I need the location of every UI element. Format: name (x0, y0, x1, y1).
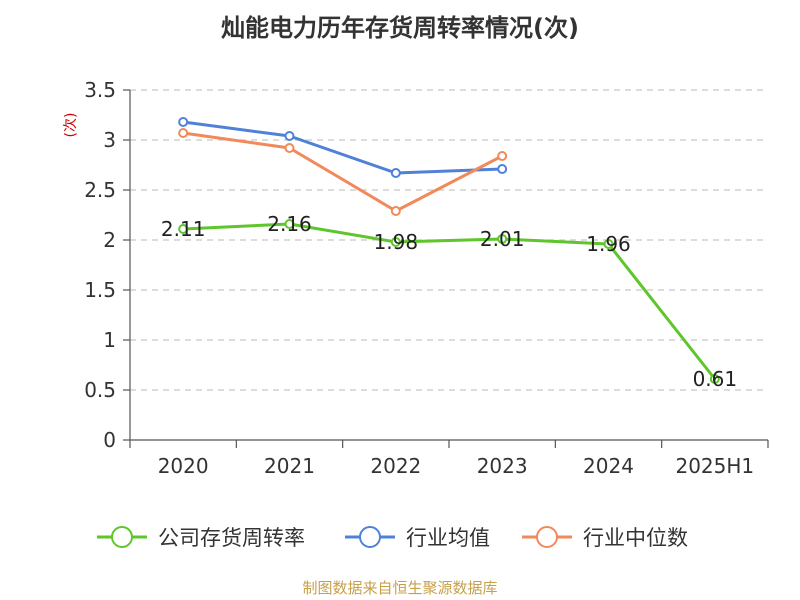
legend: 公司存货周转率 行业均值 行业中位数 (97, 526, 688, 550)
y-tick-label: 0.5 (84, 378, 116, 402)
legend-label: 行业中位数 (583, 526, 688, 550)
data-point (178, 128, 189, 138)
data-point (497, 164, 508, 174)
data-point (284, 219, 295, 229)
legend-label: 行业均值 (406, 526, 490, 550)
legend-marker (536, 526, 558, 548)
data-point (390, 237, 401, 247)
y-tick-label: 2.5 (84, 178, 116, 202)
y-tick-label: 1 (103, 328, 116, 352)
y-tick-label: 3.5 (84, 78, 116, 102)
legend-marker (359, 526, 381, 548)
data-point (497, 151, 508, 161)
y-tick-label: 0 (103, 428, 116, 452)
series-line-0 (183, 222, 717, 380)
data-point (284, 131, 295, 141)
data-label: 1.96 (586, 232, 631, 256)
data-point (390, 206, 401, 216)
y-tick-label: 3 (103, 128, 116, 152)
axes: 0 0.5 1 1.5 2 2.5 3 3.5 2020 2021 2022 2023 2024 2025… (84, 78, 769, 478)
y-tick-label: 2 (103, 228, 116, 252)
x-tick-label: 2025H1 (675, 454, 754, 478)
data-point (709, 374, 720, 384)
legend-marker (111, 526, 133, 548)
series (178, 117, 720, 384)
x-tick-label: 2020 (158, 454, 209, 478)
x-tick-label: 2023 (477, 454, 528, 478)
x-tick-label: 2024 (583, 454, 634, 478)
data-labels: 2.11 2.16 1.98 2.01 1.96 0.61 (161, 212, 737, 391)
y-axis-title: (次) (63, 113, 79, 138)
legend-label: 公司存货周转率 (158, 526, 305, 550)
data-label: 1.98 (374, 230, 419, 254)
data-point (178, 224, 189, 234)
data-label: 0.61 (693, 367, 738, 391)
data-point (178, 117, 189, 127)
data-point (284, 143, 295, 153)
data-point (390, 168, 401, 178)
data-point (497, 234, 508, 244)
source-note: 制图数据来自恒生聚源数据库 (302, 579, 498, 597)
chart-title: 灿能电力历年存货周转率情况(次) (221, 14, 579, 42)
series-line-2 (182, 131, 503, 213)
data-label: 2.16 (267, 212, 312, 236)
data-label: 2.01 (480, 227, 525, 251)
data-label: 2.11 (161, 217, 206, 241)
data-point (603, 239, 614, 249)
y-tick-label: 1.5 (84, 278, 116, 302)
x-tick-label: 2021 (264, 454, 315, 478)
series-line-1 (182, 120, 503, 175)
x-tick-label: 2022 (370, 454, 421, 478)
